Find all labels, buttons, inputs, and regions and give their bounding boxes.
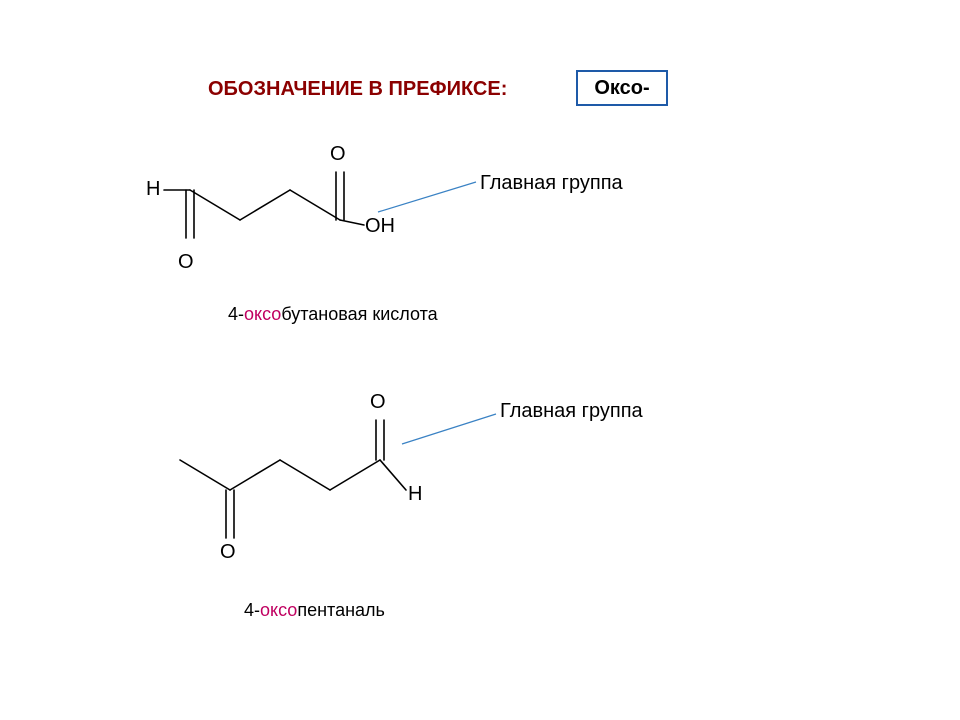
name1-oxo: оксо [244,304,281,324]
prefix-box: Оксо- [576,70,668,106]
svg-text:O: O [370,391,386,413]
prefix-text: Оксо- [594,77,649,99]
name1-post: бутановая кислота [281,304,437,324]
svg-text:O: O [330,143,346,165]
name1-pre: 4- [228,304,244,324]
main-group-label-1: Главная группа [480,172,623,195]
slide: { "heading": { "text": "ОБОЗНАЧЕНИЕ В ПР… [0,0,960,720]
name2-pre: 4- [244,600,260,620]
compound-name-2: 4-оксопентаналь [244,600,385,621]
molecule-1: H O O OH [140,130,460,300]
svg-text:O: O [220,541,236,563]
main-group-label-2: Главная группа [500,400,643,423]
compound-name-1: 4-оксобутановая кислота [228,304,438,325]
svg-text:OH: OH [365,215,395,237]
name2-oxo: оксо [260,600,297,620]
name2-post: пентаналь [297,600,385,620]
svg-text:H: H [146,178,160,200]
svg-text:H: H [408,483,422,505]
molecule-2: O O H [170,390,490,580]
svg-text:O: O [178,251,194,273]
heading: ОБОЗНАЧЕНИЕ В ПРЕФИКСЕ: [208,78,507,101]
